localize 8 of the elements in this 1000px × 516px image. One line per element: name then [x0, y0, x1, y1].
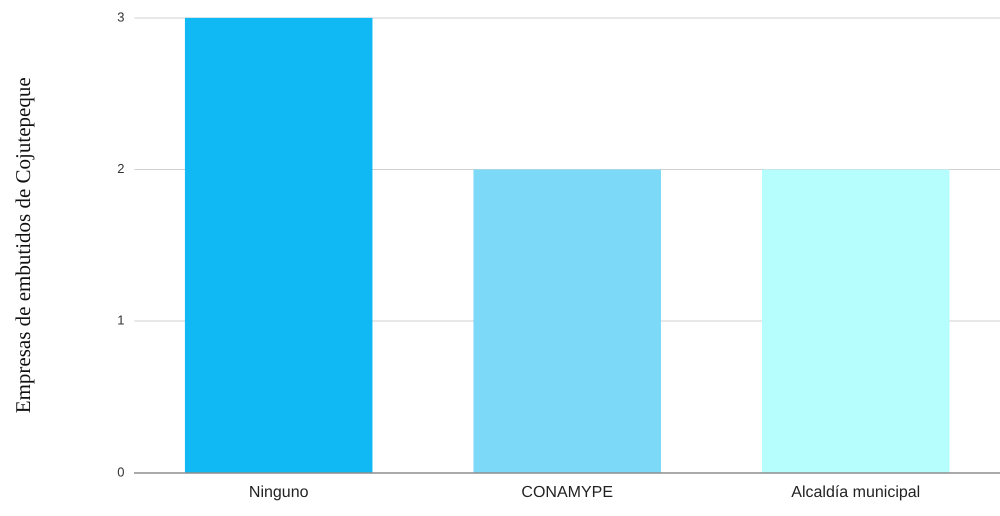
x-tick-label: CONAMYPE	[521, 484, 614, 501]
y-tick-label: 1	[117, 312, 124, 328]
y-tick-label: 3	[117, 9, 124, 24]
y-tick-label: 2	[117, 161, 124, 176]
y-tick-label: 0	[117, 464, 124, 480]
x-tick-label: Ninguno	[248, 484, 309, 501]
x-tick-label: Alcaldía municipal	[791, 484, 920, 501]
y-axis-title: Empresas de embutidos de Cojutepeque	[11, 77, 36, 414]
